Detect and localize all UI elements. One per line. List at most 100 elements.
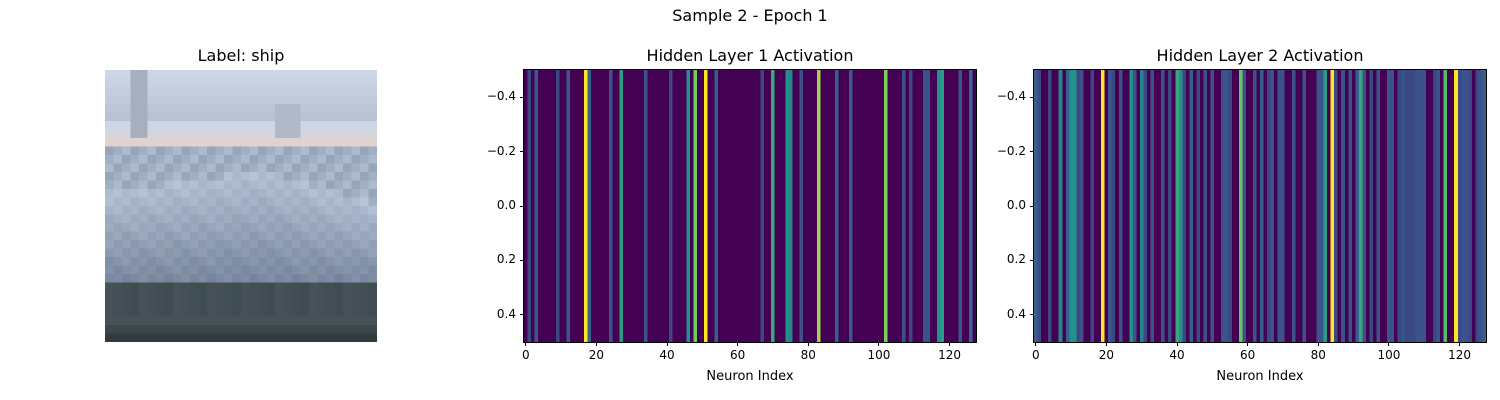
- heatmap-cell: [598, 70, 603, 342]
- heatmap-cell: [1086, 70, 1091, 342]
- y-tick-label: −0.2: [996, 143, 1026, 158]
- heatmap-cell: [1062, 70, 1067, 342]
- heatmap-cell: [1380, 70, 1384, 342]
- heatmap-cell: [1312, 70, 1317, 342]
- heatmap-cell: [668, 70, 673, 342]
- heatmap-cell: [1221, 70, 1226, 342]
- heatmap-cell: [926, 70, 931, 342]
- ship-image: [105, 70, 377, 342]
- heatmap-cell: [1443, 70, 1448, 342]
- heatmap-cell: [1122, 70, 1127, 342]
- y-tick-mark: [520, 314, 524, 316]
- heatmap-cell: [1210, 70, 1215, 342]
- heatmap-2-plot: [1034, 70, 1486, 342]
- x-tick-mark: [1105, 342, 1107, 346]
- heatmap-cell: [1090, 70, 1095, 342]
- x-tick-mark: [807, 342, 809, 346]
- y-tick-mark: [1030, 151, 1034, 153]
- heatmap-cell: [1433, 70, 1437, 342]
- heatmap-cell: [566, 70, 571, 342]
- heatmap-cell: [1094, 70, 1098, 342]
- heatmap-cell: [1351, 70, 1356, 342]
- heatmap-cell: [1291, 70, 1296, 342]
- heatmap-cell: [1118, 70, 1123, 342]
- heatmap-cell: [552, 70, 557, 342]
- heatmap-cell: [1175, 70, 1180, 342]
- heatmap-cell: [813, 70, 818, 342]
- heatmap-cell: [757, 70, 761, 342]
- heatmap-cell: [1185, 70, 1190, 342]
- x-tick-label: 0: [521, 348, 530, 362]
- heatmap-cell: [954, 70, 959, 342]
- heatmap-cell: [852, 70, 857, 342]
- heatmap-cell: [1111, 70, 1116, 342]
- y-tick-label: 0.0: [1006, 198, 1026, 212]
- x-tick-mark: [1176, 342, 1178, 346]
- y-tick-mark: [520, 151, 524, 153]
- heatmap-cell: [559, 70, 564, 342]
- heatmap-cell: [1108, 70, 1113, 342]
- heatmap-cell: [1217, 70, 1222, 342]
- heatmap-cell: [1034, 70, 1038, 342]
- heatmap-cell: [968, 70, 973, 342]
- heatmap-cell: [1390, 70, 1395, 342]
- x-tick-label: 40: [659, 348, 675, 362]
- heatmap-cell: [863, 70, 867, 342]
- heatmap-cell: [834, 70, 839, 342]
- heatmap-cell: [1260, 70, 1264, 342]
- heatmap-cell: [1235, 70, 1240, 342]
- heatmap-cell: [866, 70, 871, 342]
- heatmap-cell: [1401, 70, 1406, 342]
- heatmap-cell: [831, 70, 836, 342]
- heatmap-cell: [1203, 70, 1208, 342]
- heatmap-cell: [651, 70, 656, 342]
- heatmap-cell: [1355, 70, 1360, 342]
- x-tick-label: 20: [1098, 348, 1115, 362]
- heatmap-cell: [689, 70, 694, 342]
- heatmap-cell: [1365, 70, 1370, 342]
- x-tick-mark: [1317, 342, 1319, 346]
- heatmap-cell: [937, 70, 942, 342]
- heatmap-cell: [569, 70, 574, 342]
- heatmap-cell: [873, 70, 878, 342]
- heatmap-cell: [1274, 70, 1279, 342]
- heatmap-cell: [735, 70, 740, 342]
- heatmap-cell: [647, 70, 652, 342]
- heatmap-cell: [658, 70, 663, 342]
- heatmap-cell: [1069, 70, 1074, 342]
- heatmap-cell: [887, 70, 892, 342]
- heatmap-cell: [1457, 70, 1462, 342]
- x-tick-mark: [1459, 342, 1461, 346]
- heatmap-cell: [898, 70, 903, 342]
- heatmap-cell: [619, 70, 624, 342]
- heatmap-cell: [1482, 70, 1486, 342]
- heatmap-cell: [615, 70, 620, 342]
- heatmap-cell: [1231, 70, 1236, 342]
- heatmap-cell: [1076, 70, 1081, 342]
- heatmap-cell: [640, 70, 645, 342]
- heatmap-cell: [1245, 70, 1250, 342]
- y-tick-label: −0.4: [486, 89, 516, 104]
- heatmap-cell: [785, 70, 790, 342]
- heatmap-cell: [1055, 70, 1060, 342]
- heatmap-cell: [601, 70, 606, 342]
- x-tick-label: 60: [730, 348, 746, 362]
- y-tick-mark: [520, 205, 524, 207]
- heatmap-cell: [1132, 70, 1137, 342]
- heatmap-cell: [1129, 70, 1134, 342]
- heatmap-cell: [562, 70, 567, 342]
- heatmap-cell: [1288, 70, 1293, 342]
- heatmap-cell: [622, 70, 627, 342]
- heatmap-cell: [1097, 70, 1102, 342]
- heatmap-cell: [848, 70, 853, 342]
- heatmap-cell: [1281, 70, 1286, 342]
- heatmap-cell: [1471, 70, 1476, 342]
- heatmap-cell: [961, 70, 966, 342]
- heatmap-cell: [1196, 70, 1201, 342]
- heatmap-cell: [718, 70, 723, 342]
- heatmap-cell: [817, 70, 822, 342]
- heatmap-cell: [1150, 70, 1155, 342]
- heatmap-cell: [714, 70, 719, 342]
- heatmap-cell: [795, 70, 800, 342]
- heatmap-cell: [901, 70, 906, 342]
